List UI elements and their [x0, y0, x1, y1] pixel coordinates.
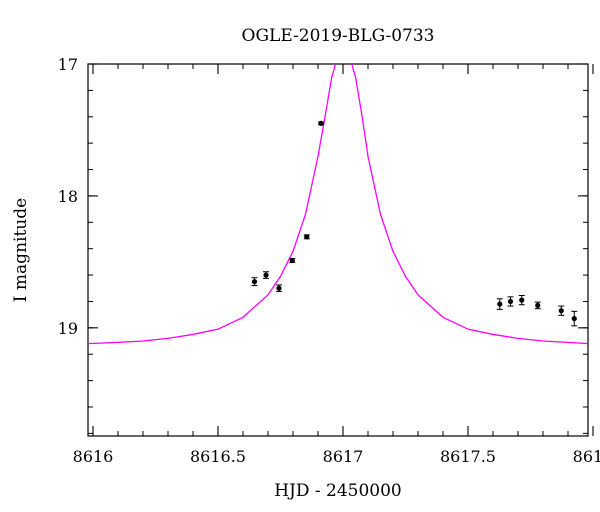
point-marker — [507, 298, 514, 305]
y-tick-label: 17 — [58, 55, 78, 74]
x-tick-label: 8618 — [573, 447, 600, 466]
data-point — [518, 295, 525, 306]
major-ticks — [88, 63, 594, 436]
data-points — [251, 120, 578, 327]
minor-ticks — [88, 63, 588, 436]
point-marker — [497, 301, 503, 307]
point-marker — [558, 308, 564, 314]
point-marker — [519, 297, 525, 303]
y-tick-label: 18 — [58, 187, 78, 206]
point-marker — [276, 285, 282, 291]
model-curve — [88, 64, 588, 345]
data-point — [318, 120, 324, 126]
point-marker — [251, 279, 258, 285]
x-axis-label: HJD - 2450000 — [274, 481, 402, 501]
x-tick-label: 8616 — [73, 447, 114, 466]
data-point — [276, 284, 282, 293]
x-tick-label: 8616.5 — [190, 447, 246, 466]
point-marker — [304, 234, 310, 240]
plot-frame — [87, 63, 589, 437]
data-point — [263, 271, 269, 279]
x-tick-label: 8617 — [323, 447, 364, 466]
data-point — [251, 277, 258, 287]
y-tick-labels: 17 18 19 — [58, 55, 78, 338]
data-point — [507, 296, 514, 307]
y-axis-label: I magnitude — [11, 198, 31, 302]
y-tick-label: 19 — [58, 319, 78, 338]
data-point — [558, 305, 565, 316]
data-point — [534, 301, 541, 310]
data-point — [289, 257, 296, 264]
point-marker — [318, 120, 324, 126]
data-point — [496, 298, 503, 310]
chart-title: OGLE-2019-BLG-0733 — [242, 26, 435, 46]
data-point — [303, 234, 310, 240]
point-marker — [571, 315, 577, 322]
data-point — [571, 310, 578, 327]
x-tick-labels: 8616 8616.5 8617 8617.5 8618 — [73, 447, 600, 466]
point-marker — [263, 272, 269, 278]
x-tick-label: 8617.5 — [440, 447, 496, 466]
point-marker — [535, 302, 541, 309]
point-marker — [289, 257, 295, 264]
